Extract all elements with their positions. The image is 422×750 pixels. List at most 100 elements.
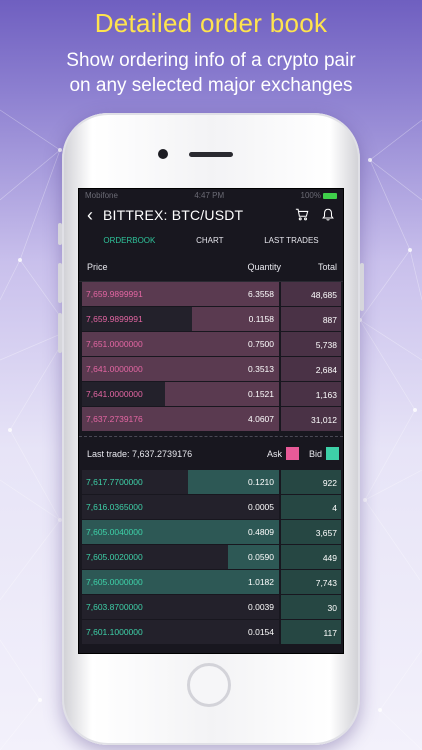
ask-price: 7,651.0000000 [86,339,143,349]
home-button[interactable] [187,663,231,707]
app-screen: Mobifone 4:47 PM 100% ‹ BITTREX: BTC/USD… [78,188,344,654]
table-header: Price Quantity Total [79,252,343,282]
legend-ask-label: Ask [266,448,282,459]
ask-quantity: 4.0607 [248,414,274,424]
bid-price: 7,601.1000000 [86,627,143,637]
ask-depth-bar [82,282,279,306]
tab-orderbook[interactable]: ORDERBOOK [103,235,156,245]
last-trade-bar: Last trade: 7,637.2739176 Ask Bid [79,436,343,470]
ask-price: 7,641.0000000 [86,364,143,374]
bid-depth-cell: 7,605.0000000 1.0182 [82,570,279,594]
ask-depth-bar [192,307,279,331]
promo-subline-line-2: on any selected major exchanges [69,75,353,96]
bid-order-row[interactable]: 7,605.0000000 1.0182 7,743 [82,570,341,595]
ask-total: 48,685 [281,282,341,306]
last-trade-label: Last trade: 7,637.2739176 [87,448,193,459]
tab-last-trades[interactable]: LAST TRADES [264,235,319,245]
bid-depth-cell: 7,605.0020000 0.0590 [82,545,279,569]
promo-subline: Show ordering info of a crypto pair on a… [0,48,422,98]
bid-depth-cell: 7,601.1000000 0.0154 [82,620,279,644]
bid-quantity: 0.0590 [248,552,274,562]
legend-bid-label: Bid [308,448,322,459]
ask-price: 7,659.9899991 [86,289,143,299]
bid-price: 7,605.0020000 [86,552,143,562]
bid-quantity: 0.0005 [248,502,274,512]
bell-icon[interactable] [321,207,335,222]
ask-depth-bar [164,382,279,406]
ask-total: 2,684 [281,357,341,381]
bid-order-row[interactable]: 7,601.1000000 0.0154 117 [82,620,341,645]
volume-down-button [58,313,62,353]
ask-quantity: 0.3513 [248,364,274,374]
battery-icon [323,192,337,199]
bid-order-row[interactable]: 7,617.7700000 0.1210 922 [82,470,341,495]
bid-total: 4 [281,495,341,519]
ask-total: 31,012 [281,407,341,431]
ask-order-row[interactable]: 7,641.0000000 0.3513 2,684 [82,357,341,382]
bid-quantity: 0.1210 [248,477,274,487]
ask-price: 7,641.0000000 [86,389,143,399]
bid-total: 449 [281,545,341,569]
front-camera [158,149,168,159]
bid-price: 7,605.0040000 [86,527,143,537]
ask-price: 7,659.9899991 [86,314,143,324]
chevron-left-icon[interactable]: ‹ [87,205,93,225]
ask-depth-cell: 7,651.0000000 0.7500 [82,332,279,356]
power-button [360,263,364,311]
ask-depth-bar [82,357,279,381]
column-header-quantity: Quantity [247,261,281,272]
bid-price: 7,603.8700000 [86,602,143,612]
bid-depth-bar [227,545,279,569]
promo-subline-line-1: Show ordering info of a crypto pair [66,50,356,71]
ask-depth-cell: 7,659.9899991 0.1158 [82,307,279,331]
ask-depth-bar [82,332,279,356]
bid-quantity: 0.4809 [248,527,274,537]
legend: Ask Bid [267,447,339,460]
bid-total: 30 [281,595,341,619]
nav-bar: ‹ BITTREX: BTC/USDT [79,202,343,228]
ask-depth-cell: 7,659.9899991 6.3558 [82,282,279,306]
ask-list: 7,659.9899991 6.3558 48,685 7,659.9899991 0.… [79,282,343,432]
carrier-label: Mobifone [85,191,118,200]
bid-depth-cell: 7,603.8700000 0.0039 [82,595,279,619]
ask-order-row[interactable]: 7,637.2739176 4.0607 31,012 [82,407,341,432]
battery-indicator: 100% [301,191,337,200]
ask-quantity: 0.1158 [248,314,274,324]
bid-depth-bar [82,520,279,544]
bid-order-row[interactable]: 7,603.8700000 0.0039 30 [82,595,341,620]
bid-order-row[interactable]: 7,616.0365000 0.0005 4 [82,495,341,520]
ask-total: 887 [281,307,341,331]
column-header-price: Price [87,261,108,272]
ask-quantity: 0.1521 [248,389,274,399]
bid-quantity: 0.0154 [248,627,274,637]
bid-color-swatch [326,447,339,460]
ask-price: 7,637.2739176 [86,414,143,424]
ask-depth-cell: 7,641.0000000 0.3513 [82,357,279,381]
mute-switch [58,223,62,245]
status-bar: Mobifone 4:47 PM 100% [79,189,343,202]
ask-total: 1,163 [281,382,341,406]
bid-depth-cell: 7,605.0040000 0.4809 [82,520,279,544]
ask-order-row[interactable]: 7,659.9899991 6.3558 48,685 [82,282,341,307]
ask-order-row[interactable]: 7,659.9899991 0.1158 887 [82,307,341,332]
volume-up-button [58,263,62,303]
tab-chart[interactable]: CHART [196,235,224,245]
ask-depth-cell: 7,641.0000000 0.1521 [82,382,279,406]
promo-headline: Detailed order book [94,8,328,38]
ask-order-row[interactable]: 7,641.0000000 0.1521 1,163 [82,382,341,407]
status-time: 4:47 PM [194,191,225,200]
ask-order-row[interactable]: 7,651.0000000 0.7500 5,738 [82,332,341,357]
bid-total: 117 [281,620,341,644]
page-title: BITTREX: BTC/USDT [103,207,244,223]
bid-order-row[interactable]: 7,605.0020000 0.0590 449 [82,545,341,570]
bid-order-row[interactable]: 7,605.0040000 0.4809 3,657 [82,520,341,545]
bid-price: 7,616.0365000 [86,502,143,512]
phone-frame: Mobifone 4:47 PM 100% ‹ BITTREX: BTC/USD… [58,113,364,745]
ask-depth-bar [82,407,279,431]
bid-quantity: 1.0182 [248,577,274,587]
bid-depth-bar [82,570,279,594]
cart-icon[interactable] [295,207,309,222]
bid-price: 7,617.7700000 [86,477,143,487]
bid-total: 7,743 [281,570,341,594]
